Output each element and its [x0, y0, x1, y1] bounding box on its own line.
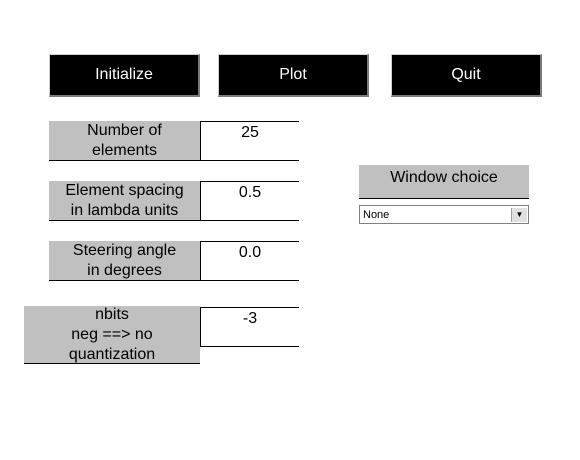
chevron-down-icon[interactable]: ▼: [511, 207, 527, 222]
element-spacing-input[interactable]: [201, 184, 299, 202]
number-of-elements-label: Number of elements: [49, 121, 200, 161]
window-choice-label: Window choice: [359, 165, 529, 199]
window-choice-value: None: [363, 208, 390, 221]
number-of-elements-field[interactable]: [200, 121, 299, 161]
initialize-button[interactable]: Initialize: [49, 54, 200, 97]
plot-button[interactable]: Plot: [218, 54, 369, 97]
quit-button[interactable]: Quit: [391, 54, 542, 97]
steering-angle-label: Steering angle in degrees: [49, 241, 200, 281]
nbits-field[interactable]: [200, 307, 299, 347]
element-spacing-label: Element spacing in lambda units: [49, 181, 200, 221]
window-choice-select[interactable]: None ▼: [359, 205, 529, 224]
steering-angle-input[interactable]: [201, 244, 299, 262]
element-spacing-field[interactable]: [200, 181, 299, 221]
number-of-elements-input[interactable]: [201, 124, 299, 142]
nbits-input[interactable]: [201, 310, 299, 328]
nbits-label: nbits neg ==> no quantization: [24, 306, 200, 364]
steering-angle-field[interactable]: [200, 241, 299, 281]
